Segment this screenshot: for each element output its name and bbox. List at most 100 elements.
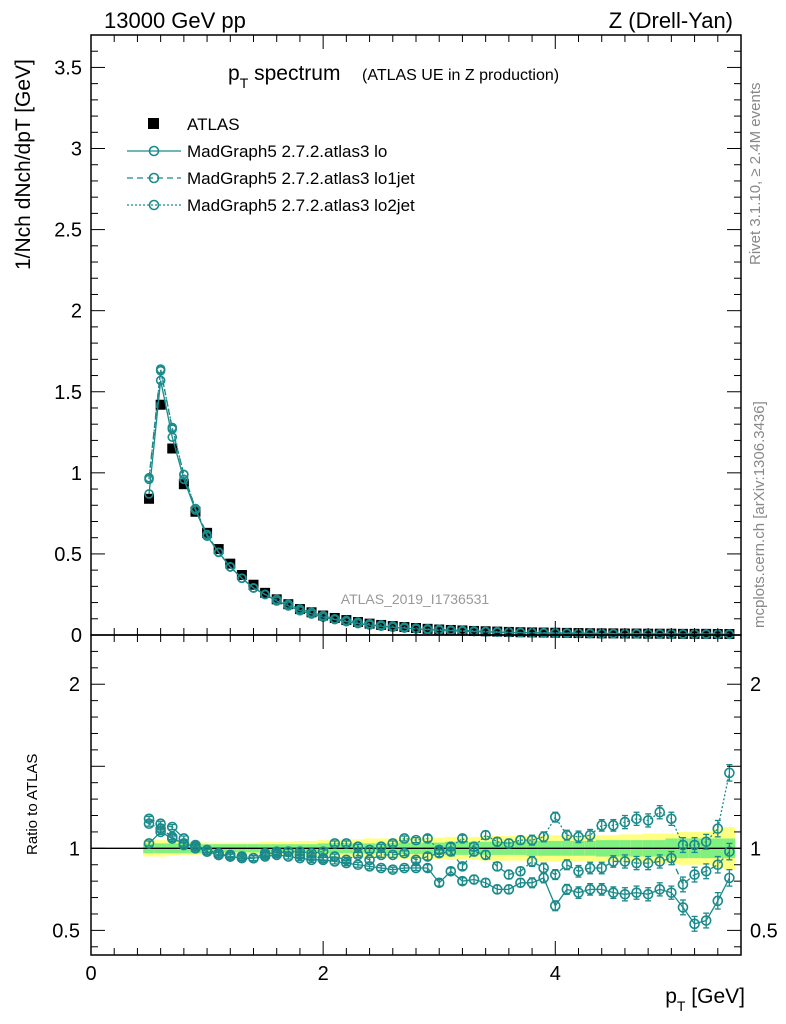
ratio-point-dashed — [491, 861, 503, 872]
mc-point-solid — [144, 489, 154, 499]
mc-point-dotted — [248, 583, 259, 593]
ratio-point-solid — [596, 884, 608, 895]
ratio-point-dotted — [224, 849, 236, 861]
ratio-point-dotted — [236, 851, 248, 862]
ratio-point-dotted — [387, 838, 399, 849]
ratio-point-dotted — [596, 820, 608, 831]
ratio-point-dashed — [526, 856, 538, 867]
ratio-point-dashed — [457, 861, 468, 872]
ratio-point-solid — [573, 887, 584, 898]
data-point — [445, 624, 456, 635]
mc-point-dotted — [724, 629, 735, 639]
ratio-point-dotted — [375, 841, 387, 852]
data-point — [352, 617, 363, 628]
ratio-point-solid — [387, 864, 399, 875]
ratio-point-solid — [526, 877, 538, 889]
ratio-point-solid — [445, 866, 457, 877]
mc-point-dotted — [295, 604, 305, 614]
ratio-point-dotted — [190, 843, 201, 854]
ratio-point-dotted — [549, 811, 561, 823]
ratio-point-solid — [549, 900, 561, 912]
ratio-tick-label-right: 1 — [750, 838, 761, 860]
ratio-point-dashed — [724, 846, 735, 857]
ratio-axis-label: Ratio to ATLAS — [24, 754, 41, 855]
process-label: Z (Drell-Yan) — [609, 8, 733, 33]
chart-title: pT spectrum — [228, 62, 340, 91]
energy-label: 13000 GeV pp — [104, 8, 246, 33]
ratio-point-dashed — [410, 854, 422, 866]
ratio-point-dotted — [700, 836, 712, 848]
y-tick-label: 0 — [71, 625, 82, 647]
ratio-point-dotted — [201, 846, 213, 857]
ratio-point-dotted — [515, 834, 526, 846]
ratio-point-dotted — [619, 816, 631, 828]
legend-label: ATLAS — [187, 115, 240, 134]
ratio-point-solid — [724, 872, 735, 884]
data-point — [306, 607, 317, 618]
ratio-point-solid — [631, 887, 642, 898]
ratio-frame — [90, 634, 742, 956]
legend-label: MadGraph5 2.7.2.atlas3 lo1jet — [187, 169, 415, 188]
ratio-point-dotted — [433, 844, 445, 856]
mc-point-dotted — [167, 422, 178, 433]
ratio-point-dotted — [631, 813, 642, 825]
ratio-point-dashed — [608, 856, 619, 867]
ratio-point-dotted — [526, 834, 538, 846]
ratio-point-solid — [666, 887, 677, 898]
ratio-point-dashed — [584, 862, 596, 874]
ratio-point-solid — [457, 875, 468, 887]
mc-point-dotted — [446, 625, 456, 635]
mc-point-dotted — [654, 628, 665, 639]
ratio-point-dotted — [143, 818, 155, 830]
data-point — [294, 604, 305, 615]
legend-label: MadGraph5 2.7.2.atlas3 lo — [187, 142, 387, 161]
ratio-point-dashed — [631, 857, 642, 869]
mc-point-dotted — [631, 628, 642, 639]
ratio-point-dashed — [329, 851, 341, 862]
y-tick-label: 0.5 — [54, 544, 82, 566]
data-point — [144, 493, 155, 504]
mc-point-dotted — [225, 562, 236, 572]
ratio-point-dotted — [445, 841, 457, 852]
mc-point-dotted — [306, 607, 317, 618]
ratio-point-dotted — [352, 841, 364, 852]
y-tick-label: 2 — [71, 301, 82, 323]
ratio-point-dotted — [341, 838, 352, 849]
mc-point-dotted — [515, 627, 526, 638]
ratio-point-dotted — [689, 839, 700, 851]
ratio-point-solid — [561, 884, 573, 895]
ratio-point-dashed — [515, 866, 526, 877]
ratio-point-dotted — [155, 823, 166, 834]
ratio-point-solid — [654, 884, 666, 895]
ratio-point-dotted — [306, 847, 317, 859]
ratio-point-dotted — [259, 849, 271, 861]
data-point — [167, 443, 178, 454]
ratio-point-solid — [491, 884, 503, 895]
legend-label: MadGraph5 2.7.2.atlas3 lo2jet — [187, 196, 415, 215]
x-tick-label: 2 — [318, 963, 329, 985]
ratio-point-dotted — [422, 833, 433, 844]
mc-point-dotted — [353, 617, 363, 627]
ratio-point-solid — [584, 884, 596, 895]
ratio-point-dotted — [283, 846, 294, 857]
ratio-point-dashed — [700, 866, 712, 877]
ratio-point-dotted — [166, 831, 178, 843]
mc-point-dotted — [213, 547, 224, 558]
ratio-point-solid — [422, 862, 433, 874]
mc-point-dotted — [585, 628, 595, 639]
ratio-point-dashed — [712, 859, 724, 871]
ratio-point-dashed — [689, 869, 700, 880]
ratio-point-solid — [712, 895, 724, 907]
data-point — [260, 587, 271, 598]
data-point — [155, 399, 166, 410]
mc-point-dotted — [237, 573, 247, 584]
ratio-point-solid — [689, 918, 700, 930]
ratio-point-dotted — [364, 844, 375, 856]
ratio-point-dashed — [677, 879, 689, 890]
mc-point-solid — [155, 375, 166, 386]
analysis-watermark: ATLAS_2019_I1736531 — [341, 591, 490, 607]
ratio-point-solid — [352, 859, 364, 871]
mc-point-dotted — [318, 610, 328, 621]
ratio-point-dashed — [422, 851, 433, 862]
ratio-point-dotted — [329, 838, 341, 849]
